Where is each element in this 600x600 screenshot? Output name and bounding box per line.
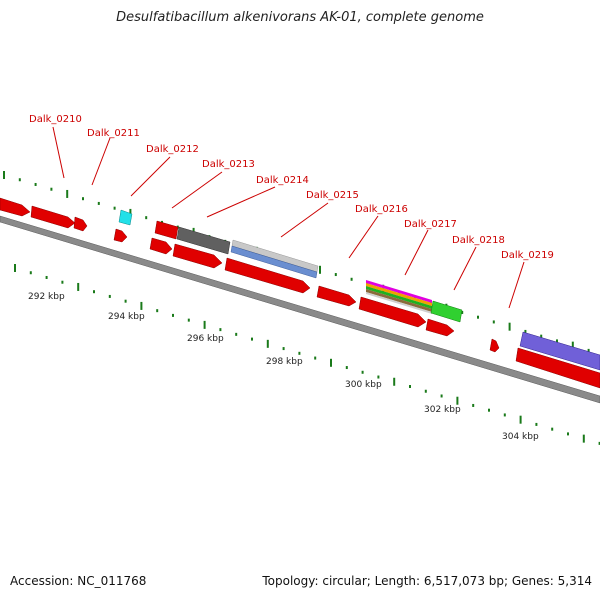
- gene-label: Dalk_0214: [256, 175, 309, 186]
- scale-label: 298 kbp: [266, 357, 303, 367]
- gene-arrow[interactable]: [358, 296, 427, 328]
- gene-label: Dalk_0218: [452, 235, 505, 246]
- gene-arrow[interactable]: [425, 318, 455, 337]
- gene-label: Dalk_0219: [501, 250, 554, 261]
- gene-label: Dalk_0212: [146, 144, 199, 155]
- gene-arrow[interactable]: [154, 220, 179, 240]
- genome-summary-text: Topology: circular; Length: 6,517,073 bp…: [262, 574, 592, 588]
- gene-arrow[interactable]: [176, 226, 231, 255]
- scale-label: 300 kbp: [345, 380, 382, 390]
- gene-label: Dalk_0210: [29, 114, 82, 125]
- gene-arrow[interactable]: [230, 245, 318, 279]
- gene-arrow[interactable]: [366, 286, 432, 309]
- gene-arrow[interactable]: [366, 289, 432, 312]
- inner-tick-track: [14, 264, 600, 445]
- scale-label-group: 292 kbp 294 kbp 296 kbp 298 kbp 300 kbp …: [28, 292, 539, 442]
- gene-arrow[interactable]: [149, 237, 173, 255]
- gene-label: Dalk_0213: [202, 159, 255, 170]
- gene-label: Dalk_0211: [87, 128, 140, 139]
- gene-arrow[interactable]: [30, 205, 76, 229]
- gene-arrow[interactable]: [73, 216, 88, 232]
- scale-label: 292 kbp: [28, 292, 65, 302]
- scale-label: 296 kbp: [187, 334, 224, 344]
- gene-arrow[interactable]: [366, 280, 432, 303]
- gene-arrow[interactable]: [0, 197, 31, 217]
- gene-arrow[interactable]: [316, 285, 357, 307]
- gene-arrow[interactable]: [113, 228, 128, 243]
- gene-label: Dalk_0215: [306, 190, 359, 201]
- scale-label: 304 kbp: [502, 432, 539, 442]
- gene-arrow[interactable]: [172, 243, 223, 269]
- gene-arrow[interactable]: [224, 257, 311, 294]
- scale-label: 294 kbp: [108, 312, 145, 322]
- label-leaders: [52, 126, 525, 309]
- gene-arrow[interactable]: [430, 300, 463, 323]
- gene-label-group: Dalk_0210 Dalk_0211 Dalk_0212 Dalk_0213 …: [29, 114, 554, 261]
- gene-arrow[interactable]: [519, 331, 600, 371]
- accession-text: Accession: NC_011768: [10, 574, 147, 588]
- scale-label: 302 kbp: [424, 405, 461, 415]
- backbone-line: [0, 215, 600, 404]
- gene-arrow[interactable]: [489, 338, 500, 353]
- map-title: Desulfatibacillum alkenivorans AK-01, co…: [116, 10, 484, 25]
- gene-arrow[interactable]: [366, 292, 432, 314]
- gene-label: Dalk_0217: [404, 219, 457, 230]
- gene-arrow[interactable]: [515, 347, 600, 389]
- genome-backbone: [0, 215, 600, 404]
- gene-arrow[interactable]: [366, 283, 432, 306]
- gene-label: Dalk_0216: [355, 204, 408, 215]
- gene-arrow[interactable]: [118, 209, 133, 226]
- gene-features: [0, 197, 600, 389]
